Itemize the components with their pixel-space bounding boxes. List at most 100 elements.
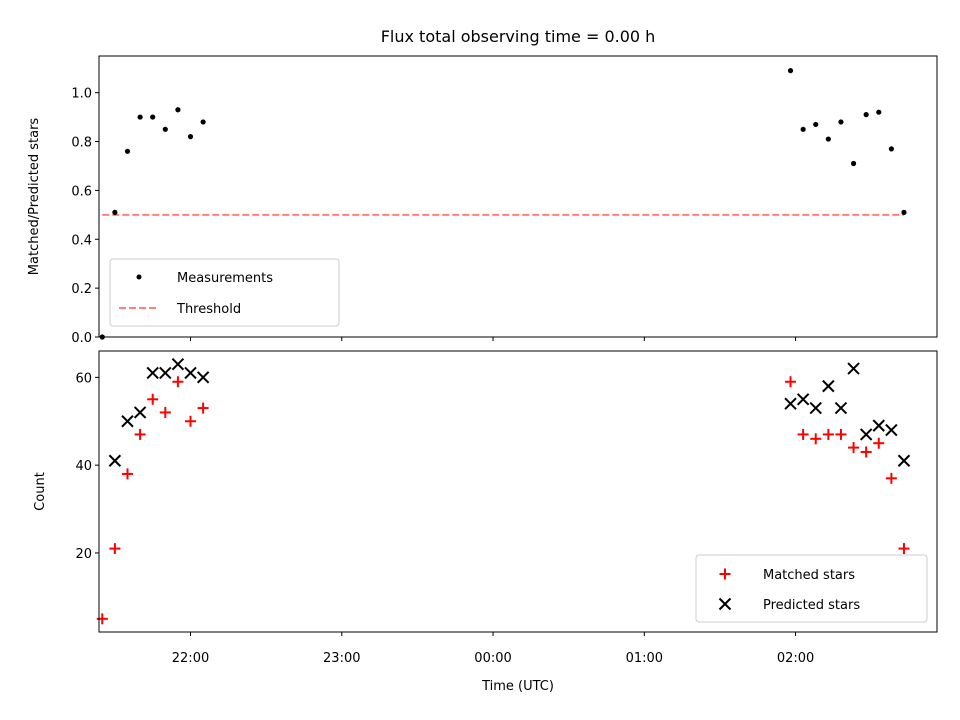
x-stroke-b [184,366,197,380]
matched-point [96,613,108,625]
x-stroke-b [822,379,835,393]
legend-plus [719,568,731,580]
legend-matched-marker [719,568,731,580]
x-tick-label: 00:00 [474,651,511,666]
measurement-point [162,126,168,132]
measurement-point [863,112,869,118]
count-y-axis: 20 40 60 [75,371,99,562]
measurement-point [200,119,206,125]
x-stroke-b [196,371,210,384]
predicted-point [822,379,835,393]
x-stroke-b [872,419,885,432]
measurement-point [137,114,143,120]
predicted-point [108,454,122,467]
matched-point [147,393,159,405]
measurement-point [175,107,181,113]
predicted-point [847,362,860,375]
y-tick-label: 20 [75,547,92,562]
ratio-x-ticks [190,337,797,341]
count-marks [96,357,911,625]
measurement-point [150,114,156,120]
x-tick-label: 23:00 [323,651,360,666]
x-stroke-b [784,397,797,410]
legend-measurements-marker [136,274,142,280]
y-tick-label: 0.4 [71,233,92,248]
matched-point [873,437,885,449]
matched-point [134,428,146,440]
count-panel: 20 40 60 22:00 23:00 00:00 01:00 02:00 Count T… [33,350,938,694]
measurement-point [850,160,857,167]
predicted-point [872,419,885,432]
predicted-point [859,428,873,441]
count-legend: Matched stars Predicted stars [695,554,928,623]
legend-predicted-marker [718,597,732,611]
ratio-legend-box [109,258,340,327]
legend-predicted-label: Predicted stars [763,598,860,613]
matched-point [797,428,809,440]
predicted-point [897,454,911,467]
x-stroke-b [847,362,860,375]
y-tick-label: 0.8 [71,136,92,151]
x-tick-label: 22:00 [172,651,209,666]
predicted-point [133,406,147,419]
x-stroke-b [133,406,147,419]
count-x-axis: 22:00 23:00 00:00 01:00 02:00 [172,632,814,666]
matched-point [898,543,910,555]
x-stroke-b [146,366,159,380]
measurement-point [800,126,806,132]
matched-point [159,406,171,418]
matched-point [810,433,822,445]
matched-point [822,428,834,440]
measurement-point [112,209,118,215]
measurement-point [825,136,831,142]
matched-point [172,376,184,388]
predicted-point [196,371,210,384]
x-stroke-b [809,401,822,415]
ratio-marks [99,68,907,340]
measurement-point [187,134,194,140]
measurement-point [787,68,794,74]
y-tick-label: 0.2 [71,282,92,297]
chart-title: Flux total observing time = 0.00 h [381,27,656,46]
predicted-point [834,401,848,415]
x-stroke-b [108,454,122,467]
predicted-point [184,366,197,380]
legend-matched-label: Matched stars [763,568,855,583]
ratio-axes-frame [98,55,938,338]
x-stroke-b [159,366,172,380]
x-stroke-b [859,428,873,441]
x-stroke-b [121,415,134,428]
predicted-point [784,397,797,410]
matched-point [109,543,121,555]
predicted-point [146,366,159,380]
measurement-point [124,148,131,154]
y-tick-label: 0.0 [71,331,92,346]
matched-point [860,446,872,458]
x-stroke-b [796,393,810,406]
ratio-legend: Measurements Threshold [109,258,340,327]
y-tick-label: 1.0 [71,87,92,102]
y-tick-label: 0.6 [71,184,92,199]
matched-point [848,442,860,454]
count-axes-frame [98,350,938,633]
legend-threshold-label: Threshold [176,302,241,317]
predicted-point [121,415,134,428]
ratio-panel: 0.0 0.2 0.4 0.6 0.8 1.0 Matched/Predicted sta… [27,55,938,346]
measurement-point [813,121,819,128]
ratio-y-label: Matched/Predicted stars [27,118,42,276]
count-x-label: Time (UTC) [481,679,554,694]
x-stroke-b [171,357,185,371]
matched-point [785,376,797,388]
legend-measurements-label: Measurements [177,271,273,286]
ratio-y-axis: 0.0 0.2 0.4 0.6 0.8 1.0 [71,87,99,346]
predicted-point [809,401,822,415]
x-stroke-b [897,454,911,467]
legend-x [718,597,732,611]
measurement-point [838,119,844,125]
y-tick-label: 60 [75,371,92,386]
matched-point [197,402,209,414]
measurement-point [901,209,907,215]
y-tick-label: 40 [75,459,92,474]
predicted-point [796,393,810,406]
